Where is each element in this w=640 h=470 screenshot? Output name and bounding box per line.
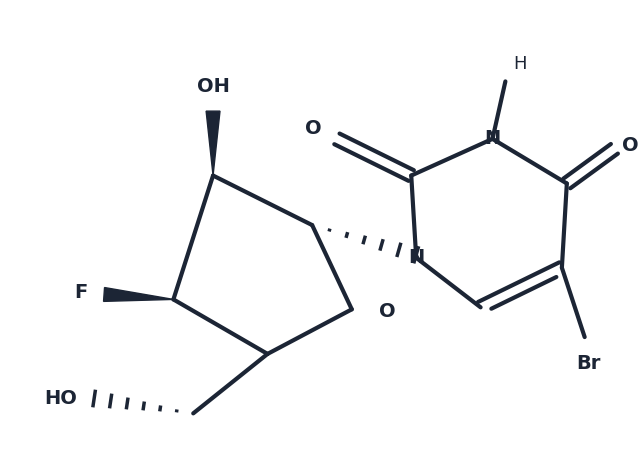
Text: O: O: [305, 119, 322, 139]
Text: HO: HO: [44, 389, 77, 408]
Text: Br: Br: [577, 354, 601, 373]
Text: OH: OH: [196, 77, 230, 96]
Polygon shape: [104, 288, 173, 301]
Text: N: N: [484, 129, 500, 149]
Text: O: O: [622, 136, 639, 155]
Text: H: H: [513, 55, 527, 73]
Text: F: F: [74, 283, 87, 302]
Polygon shape: [206, 111, 220, 175]
Text: O: O: [378, 302, 395, 321]
Text: N: N: [408, 248, 424, 267]
